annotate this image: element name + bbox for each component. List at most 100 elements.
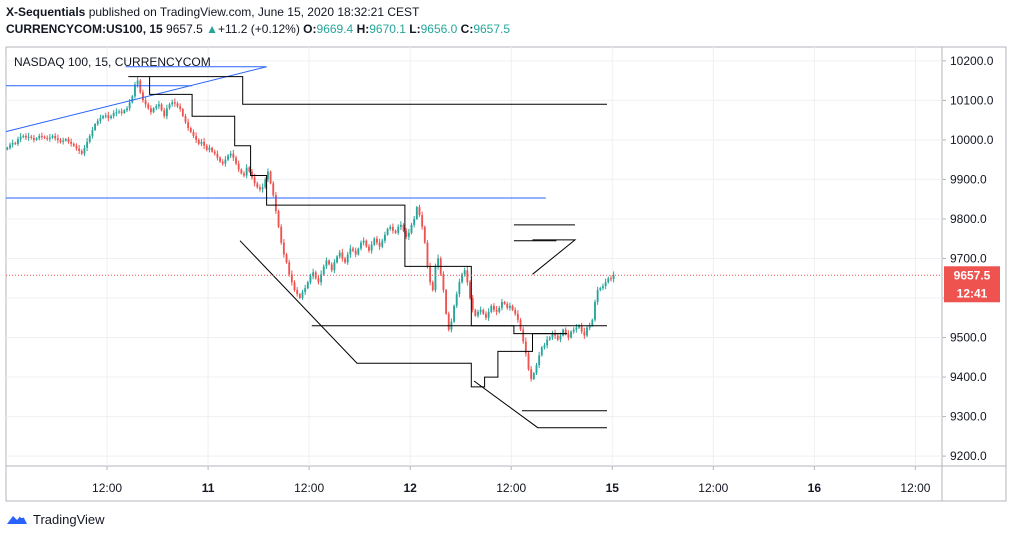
candle-body [200,141,203,144]
x-tick-label: 16 [808,481,822,495]
candle-body [285,254,288,263]
candle-body [575,327,578,330]
candle-body [232,153,235,158]
chart-frame [5,46,1007,502]
candle-body [596,290,599,302]
candle-body [17,139,19,144]
candle-body [70,141,73,144]
candle-body [516,313,519,320]
candle-body [495,309,498,312]
candle-body [219,157,221,162]
candle-body [269,171,272,184]
candle-body [559,335,562,340]
candle-body [487,311,490,318]
candle-body [586,327,588,336]
candle-body [330,264,333,271]
candle-body [551,333,554,338]
candle-body [453,305,455,322]
candle-body [216,153,219,158]
candle-body [485,313,487,318]
candle-body [88,135,91,142]
candle-body [22,135,25,137]
candle-body [195,135,198,140]
candle-body [421,214,424,227]
candle-body [99,118,102,121]
candle-body [203,141,206,146]
candle-body [211,147,214,152]
time-axis[interactable]: 12:00 11 12:00 12 12:00 15 12:00 16 12:00 [92,466,931,495]
open-label: O: [303,22,317,36]
author-name[interactable]: X-Sequentials [6,5,86,19]
candle-body [415,207,418,219]
candle-body [599,288,602,291]
candle-body [56,138,59,140]
price-tag-box [944,266,1000,303]
candle-body [142,92,144,101]
y-tick-label: 9800.0 [950,212,987,226]
candle-body [591,319,594,326]
candle-body [173,102,176,104]
y-tick-label: 9200.0 [950,449,987,463]
price-tag: 9657.5 12:41 [944,266,1000,303]
price-axis[interactable]: 10200.0 10100.0 10000.0 9900.0 9800.0 9700.0 9… [942,54,994,463]
candle-body [546,339,549,346]
level-polyline [128,76,607,105]
candle-body [38,135,41,139]
candle-body [94,124,97,131]
candle-body [578,325,580,328]
candle-body [149,108,152,113]
tradingview-logo-icon[interactable] [6,512,28,526]
candle-body [280,226,283,243]
candle-body [27,136,30,138]
candle-body [338,252,341,257]
candle-body [72,143,75,146]
x-tick-label: 12:00 [294,481,324,495]
candle-body [168,104,171,109]
candle-body [431,282,434,291]
open-value: 9669.4 [316,22,354,36]
candle-body [490,305,493,312]
candle-body [243,173,245,176]
candle-body [51,135,54,138]
candle-body [522,329,525,342]
candle-body [165,108,168,117]
high-value: 9670.1 [369,22,406,36]
candle-body [115,112,118,114]
price-change: +11.2 (+0.12%) [217,22,300,36]
candle-body [152,108,155,113]
candle-body [352,248,354,251]
level-polyline [239,240,568,388]
candle-body [298,294,301,299]
candle-body [14,143,17,145]
candle-body [245,167,248,176]
candle-body [160,104,163,111]
candle-body [429,266,432,283]
candle-body [514,309,517,314]
level-polyline [149,76,568,335]
candle-body [519,319,522,330]
candle-body [418,207,421,215]
candle-body [527,353,530,370]
candle-body [59,139,62,142]
candle-body [11,143,14,145]
candle-body [48,137,51,139]
candle-body [354,250,357,255]
y-tick-label: 9400.0 [950,370,987,384]
candle-body [256,183,259,188]
candle-body [362,240,365,243]
publish-line: X-Sequentials published on TradingView.c… [6,4,1006,20]
trendlines [5,66,546,199]
candle-body [40,135,43,137]
candle-body [46,137,49,139]
candle-body [290,274,293,283]
candle-body [477,311,479,316]
candle-body [381,240,384,247]
candle-body [503,301,506,304]
candle-body [102,116,104,119]
candle-body [426,242,429,267]
candle-body [410,224,413,233]
x-tick-label: 12:00 [496,481,526,495]
brand-name[interactable]: TradingView [33,511,105,527]
candle-body [96,120,99,125]
